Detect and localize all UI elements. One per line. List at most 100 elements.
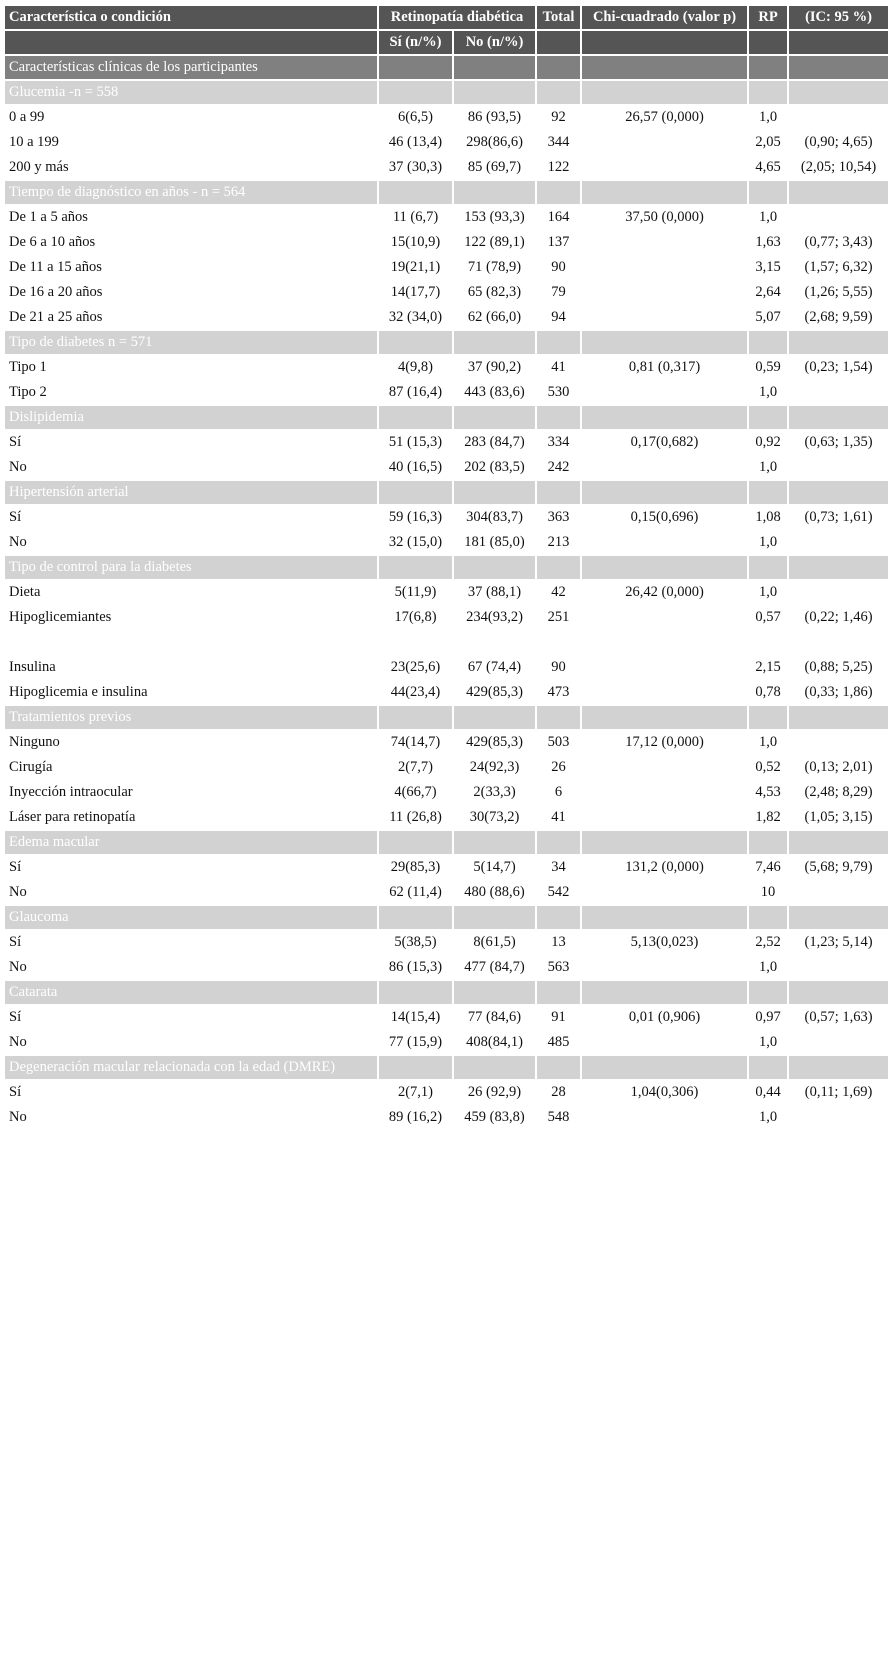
- data-cell: 251: [535, 604, 583, 631]
- data-cell: 4,65: [747, 154, 790, 181]
- data-cell: 0,52: [747, 754, 790, 781]
- data-cell: 26: [535, 754, 583, 781]
- section-cell: [377, 979, 454, 1006]
- section-cell: [580, 829, 750, 856]
- section-cell: [787, 329, 891, 356]
- data-cell: 5,13(0,023): [580, 929, 750, 956]
- section-title: Glucemia -n = 558: [3, 79, 379, 106]
- data-cell: 5(38,5): [377, 929, 454, 956]
- section-title: Degeneración macular relacionada con la …: [3, 1054, 379, 1081]
- section-cell: [787, 1054, 891, 1081]
- data-cell: [580, 154, 750, 181]
- section-cell: [377, 904, 454, 931]
- row-label: Inyección intraocular: [3, 779, 379, 806]
- data-cell: 2,52: [747, 929, 790, 956]
- section-cell: [535, 979, 583, 1006]
- section-cell: [377, 79, 454, 106]
- section-cell: [377, 404, 454, 431]
- data-cell: [580, 229, 750, 256]
- data-cell: 4(9,8): [377, 354, 454, 381]
- data-row: No 89 (16,2) 459 (83,8) 548 1,0: [3, 1104, 891, 1131]
- data-cell: 44(23,4): [377, 679, 454, 706]
- data-cell: 548: [535, 1104, 583, 1131]
- data-cell: [787, 579, 891, 606]
- data-cell: (0,11; 1,69): [787, 1079, 891, 1106]
- data-row: Sí 2(7,1) 26 (92,9) 28 1,04(0,306) 0,44 (0,11;…: [3, 1079, 891, 1106]
- data-cell: 42: [535, 579, 583, 606]
- spacer-cell: [787, 629, 891, 656]
- row-label: Cirugía: [3, 754, 379, 781]
- row-label: Sí: [3, 429, 379, 456]
- data-cell: [580, 304, 750, 331]
- section-cell: [377, 829, 454, 856]
- row-label: Sí: [3, 929, 379, 956]
- spacer-cell: [377, 629, 454, 656]
- data-cell: [787, 379, 891, 406]
- section-cell: [580, 904, 750, 931]
- data-cell: 67 (74,4): [451, 654, 538, 681]
- row-label: De 21 a 25 años: [3, 304, 379, 331]
- row-label: No: [3, 454, 379, 481]
- data-cell: 5(14,7): [451, 854, 538, 881]
- section-cell: [377, 704, 454, 731]
- section-cell: [787, 829, 891, 856]
- data-cell: 1,63: [747, 229, 790, 256]
- section-cell: [451, 1054, 538, 1081]
- section-cell: [535, 829, 583, 856]
- data-row: Hipoglicemia e insulina 44(23,4) 429(85,3)…: [3, 679, 891, 706]
- section-cell: [377, 54, 454, 81]
- data-cell: (0,88; 5,25): [787, 654, 891, 681]
- section-title: Catarata: [3, 979, 379, 1006]
- data-cell: 7,46: [747, 854, 790, 881]
- data-cell: 2(7,7): [377, 754, 454, 781]
- section-cell: [747, 554, 790, 581]
- data-cell: 234(93,2): [451, 604, 538, 631]
- data-cell: 429(85,3): [451, 679, 538, 706]
- data-cell: 473: [535, 679, 583, 706]
- data-cell: 59 (16,3): [377, 504, 454, 531]
- data-row: Sí 59 (16,3) 304(83,7) 363 0,15(0,696) 1,08 (0…: [3, 504, 891, 531]
- data-row: Inyección intraocular 4(66,7) 2(33,3) 6 4,53…: [3, 779, 891, 806]
- data-cell: [580, 654, 750, 681]
- data-cell: (1,05; 3,15): [787, 804, 891, 831]
- data-cell: 40 (16,5): [377, 454, 454, 481]
- data-cell: 6(6,5): [377, 104, 454, 131]
- data-cell: [580, 529, 750, 556]
- data-cell: (0,63; 1,35): [787, 429, 891, 456]
- section-cell: [535, 479, 583, 506]
- section-cell: [747, 979, 790, 1006]
- row-label: No: [3, 879, 379, 906]
- data-cell: 334: [535, 429, 583, 456]
- data-cell: [787, 204, 891, 231]
- header-cell: Característica o condición: [3, 4, 379, 31]
- data-cell: 41: [535, 804, 583, 831]
- table-header: Característica o condición Retinopatía d…: [3, 4, 891, 56]
- data-cell: 19(21,1): [377, 254, 454, 281]
- data-cell: 85 (69,7): [451, 154, 538, 181]
- section-cell: [451, 704, 538, 731]
- data-cell: 90: [535, 254, 583, 281]
- data-cell: 11 (26,8): [377, 804, 454, 831]
- section-cell: [747, 904, 790, 931]
- data-row: Láser para retinopatía 11 (26,8) 30(73,2) 4…: [3, 804, 891, 831]
- data-cell: 122: [535, 154, 583, 181]
- section-cell: [747, 404, 790, 431]
- section-cell: [747, 479, 790, 506]
- row-label: No: [3, 1029, 379, 1056]
- data-cell: 0,57: [747, 604, 790, 631]
- section-row: Dislipidemia: [3, 404, 891, 431]
- data-cell: 90: [535, 654, 583, 681]
- header-cell: [580, 29, 750, 56]
- data-cell: 429(85,3): [451, 729, 538, 756]
- data-cell: 32 (34,0): [377, 304, 454, 331]
- data-cell: 5(11,9): [377, 579, 454, 606]
- header-cell: (IC: 95 %): [787, 4, 891, 31]
- section-cell: [787, 904, 891, 931]
- data-cell: 3,15: [747, 254, 790, 281]
- section-title: Tipo de control para la diabetes: [3, 554, 379, 581]
- data-row: De 1 a 5 años 11 (6,7) 153 (93,3) 164 37,50 …: [3, 204, 891, 231]
- data-cell: 213: [535, 529, 583, 556]
- data-cell: (0,73; 1,61): [787, 504, 891, 531]
- data-row: Hipoglicemiantes 17(6,8) 234(93,2) 251 0,57(…: [3, 604, 891, 631]
- row-label: 10 a 199: [3, 129, 379, 156]
